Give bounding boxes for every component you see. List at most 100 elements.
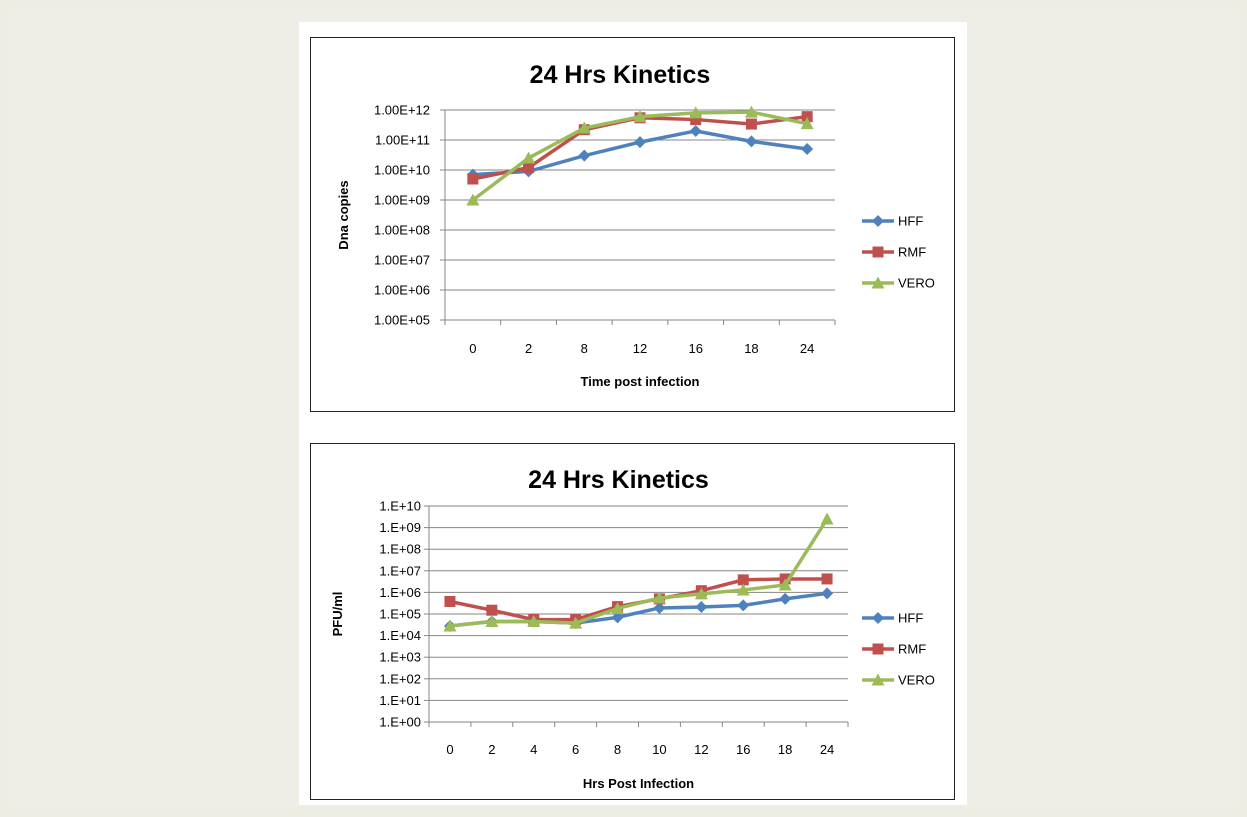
data-point-vero [466, 193, 480, 206]
x-tick-label: 8 [581, 341, 588, 356]
y-tick-label: 1.00E+07 [374, 253, 430, 268]
y-tick-label: 1.E+07 [379, 563, 421, 578]
x-tick-label: 24 [800, 341, 814, 356]
y-tick-label: 1.00E+05 [374, 313, 430, 328]
x-tick-label: 24 [820, 742, 834, 757]
x-tick-label: 2 [525, 341, 532, 356]
y-axis-title: PFU/ml [330, 592, 345, 637]
series-line-vero [449, 518, 829, 628]
data-point-rmf [821, 573, 833, 585]
x-tick-label: 8 [614, 742, 621, 757]
chart-frame-dna-copies [310, 37, 955, 412]
y-tick-label: 1.00E+11 [375, 133, 430, 148]
data-point-vero [778, 578, 792, 591]
y-tick-label: 1.00E+12 [374, 103, 430, 118]
x-tick-label: 6 [572, 742, 579, 757]
data-point-vero [485, 614, 499, 627]
data-point-hff [801, 143, 814, 156]
legend-marker-hff [872, 215, 884, 227]
data-point-vero [569, 616, 583, 629]
data-point-hff [634, 136, 646, 149]
data-point-hff [653, 601, 666, 614]
y-axis-title: Dna copies [336, 180, 351, 249]
data-point-hff [695, 601, 708, 614]
y-tick-label: 1.00E+09 [374, 193, 430, 208]
legend: HFF RMF VERO [862, 214, 935, 291]
x-tick-label: 16 [736, 742, 750, 757]
x-tick-label: 0 [446, 742, 453, 757]
chart-0: 24 Hrs Kinetics 1.00E+05 1.00E+06 1.00E+07 1… [336, 61, 935, 389]
data-point-vero [522, 151, 536, 164]
y-tick-label: 1.E+05 [379, 607, 421, 622]
data-point-rmf [801, 111, 813, 123]
data-point-vero [527, 614, 541, 627]
data-point-vero [611, 601, 625, 614]
data-point-vero [633, 110, 647, 123]
data-point-hff [821, 587, 834, 600]
y-tick-label: 1.00E+10 [374, 163, 430, 178]
legend-label: VERO [898, 673, 935, 688]
series-hff [443, 587, 834, 632]
data-point-vero [744, 105, 758, 118]
series-line-vero [471, 110, 808, 202]
x-tick-label: 18 [744, 341, 758, 356]
chart-1: 24 Hrs Kinetics 1.E+00 1.E+01 1.E+02 1.E+03 1… [330, 466, 935, 791]
y-tick-label: 1.00E+08 [374, 223, 430, 238]
data-point-rmf [444, 595, 456, 607]
x-axis-title: Hrs Post Infection [583, 776, 694, 791]
legend-label: RMF [898, 245, 926, 260]
legend-marker-rmf [872, 643, 884, 655]
data-point-rmf [690, 114, 702, 126]
data-point-vero [736, 583, 750, 596]
data-point-vero [800, 117, 814, 130]
data-point-rmf [523, 162, 535, 174]
legend: HFF RMF VERO [862, 611, 935, 688]
series-hff [466, 124, 814, 181]
legend-marker-vero [871, 276, 885, 289]
chart-frame-pfu [310, 443, 955, 800]
x-tick-label: 4 [530, 742, 537, 757]
y-tick-label: 1.E+09 [379, 520, 421, 535]
y-tick-label: 1.E+10 [379, 499, 421, 514]
data-point-rmf [486, 604, 498, 616]
data-point-vero [443, 619, 457, 632]
data-point-rmf [737, 574, 749, 586]
data-point-hff [745, 135, 758, 148]
y-tick-label: 1.E+08 [379, 542, 421, 557]
legend-label: VERO [898, 276, 935, 291]
legend-label: HFF [898, 214, 923, 229]
y-tick-label: 1.E+06 [379, 585, 421, 600]
legend-marker-rmf [872, 246, 884, 258]
data-point-rmf [745, 118, 757, 130]
x-tick-label: 10 [652, 742, 666, 757]
y-tick-label: 1.E+03 [379, 650, 421, 665]
x-tick-label: 12 [694, 742, 708, 757]
x-tick-label: 12 [633, 341, 647, 356]
data-point-vero [652, 591, 666, 604]
data-point-hff [578, 149, 591, 162]
chart-title: 24 Hrs Kinetics [528, 466, 709, 494]
y-tick-label: 1.E+02 [379, 671, 421, 686]
data-point-hff [689, 124, 702, 137]
data-point-hff [737, 599, 750, 612]
data-point-hff [611, 611, 624, 624]
x-tick-label: 2 [488, 742, 495, 757]
chart-title: 24 Hrs Kinetics [530, 61, 711, 89]
y-tick-label: 1.E+01 [379, 693, 421, 708]
x-tick-label: 0 [469, 341, 476, 356]
data-point-vero [577, 121, 591, 134]
legend-label: RMF [898, 642, 926, 657]
y-tick-label: 1.00E+06 [374, 283, 430, 298]
x-tick-label: 16 [688, 341, 702, 356]
series-vero [466, 105, 814, 206]
data-point-rmf [467, 173, 479, 185]
x-tick-label: 18 [778, 742, 792, 757]
legend-label: HFF [898, 611, 923, 626]
legend-marker-vero [871, 673, 885, 686]
x-axis-title: Time post infection [581, 374, 700, 389]
data-point-vero [689, 106, 703, 119]
y-tick-label: 1.E+04 [379, 628, 421, 643]
data-point-vero [694, 587, 708, 600]
y-tick-label: 1.E+00 [379, 715, 421, 730]
